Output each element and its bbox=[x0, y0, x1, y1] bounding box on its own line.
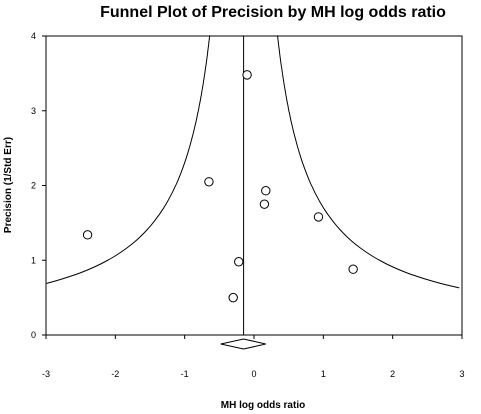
x-tick-label: -3 bbox=[42, 369, 50, 379]
x-tick-label: 0 bbox=[251, 369, 256, 379]
x-axis-ticks: -3 -2 -1 0 1 2 3 bbox=[42, 335, 465, 379]
x-tick-label: 2 bbox=[390, 369, 395, 379]
study-point bbox=[82, 230, 93, 240]
x-tick-label: 1 bbox=[321, 369, 326, 379]
funnel-curve-right bbox=[277, 35, 460, 289]
y-tick-label: 4 bbox=[31, 31, 36, 41]
x-tick-label: -2 bbox=[111, 369, 119, 379]
y-tick-label: 1 bbox=[31, 255, 36, 265]
y-axis-label: Precision (1/Std Err) bbox=[3, 137, 14, 233]
summary-diamond bbox=[220, 338, 266, 350]
funnel-curves bbox=[46, 35, 460, 289]
study-point bbox=[261, 186, 271, 196]
y-tick-label: 3 bbox=[31, 106, 36, 116]
study-points bbox=[82, 70, 358, 303]
study-point bbox=[313, 212, 324, 222]
y-axis-ticks: 0 1 2 3 4 bbox=[31, 31, 46, 340]
study-point bbox=[228, 292, 238, 303]
study-point bbox=[204, 177, 214, 187]
study-point bbox=[234, 257, 244, 267]
study-point bbox=[348, 264, 358, 274]
x-tick-label: 3 bbox=[459, 369, 464, 379]
study-point bbox=[259, 199, 270, 209]
study-point bbox=[242, 70, 252, 80]
chart-title: Funnel Plot of Precision by MH log odds … bbox=[100, 4, 446, 21]
x-axis-label: MH log odds ratio bbox=[221, 400, 305, 411]
funnel-curve-left bbox=[46, 35, 211, 284]
y-tick-label: 0 bbox=[31, 330, 36, 340]
y-tick-label: 2 bbox=[31, 181, 36, 191]
plot-area-frame bbox=[45, 35, 463, 336]
x-tick-label: -1 bbox=[181, 369, 189, 379]
